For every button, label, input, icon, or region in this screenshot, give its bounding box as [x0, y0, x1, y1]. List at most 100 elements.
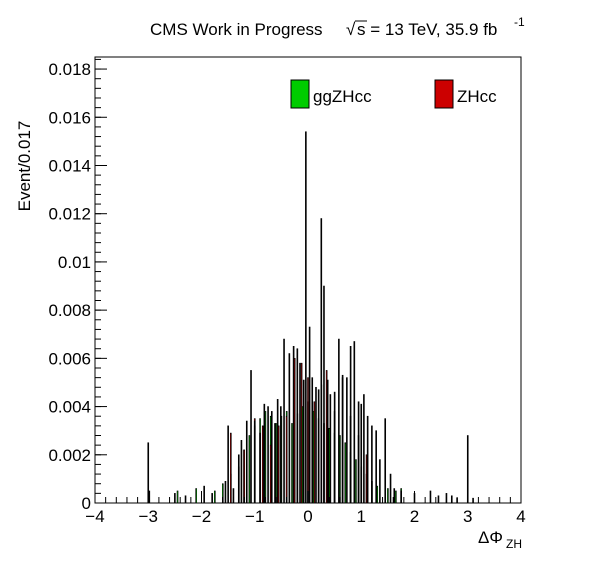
bar-total-10	[240, 440, 243, 504]
ticks-layer: −4 −3 −2 −1 0 1 2 3 4 0 0.002 0.004 0.006 0.008 0.01 0.…	[48, 58, 526, 526]
bar-total-49	[384, 418, 387, 504]
bar-total-11	[245, 420, 248, 504]
legend-label-ggZHcc: ggZHcc	[313, 87, 372, 106]
bar-total-2	[174, 493, 176, 504]
bar-total-6	[224, 480, 227, 504]
bar-ggZHcc-32	[387, 488, 389, 504]
bar-total-9	[237, 454, 240, 504]
x-tick-label: 0	[303, 507, 312, 526]
y-tick-label: 0.012	[48, 205, 91, 224]
y-tick-label: 0	[82, 494, 91, 513]
x-tick-label: 4	[516, 507, 525, 526]
y-axis-title: Event/0.017	[15, 121, 34, 212]
bar-total-17	[270, 411, 273, 504]
bar-ZHcc-10	[313, 401, 316, 504]
bar-total-21	[283, 338, 285, 504]
y-tick-label: 0.006	[48, 349, 91, 368]
legend-swatch-ZHcc	[434, 79, 454, 109]
y-tick-label: 0.008	[48, 301, 91, 320]
x-tick-label: 2	[410, 507, 419, 526]
bar-ggZHcc-25	[344, 442, 347, 504]
bar-ZHcc-8	[300, 362, 303, 504]
bar-total-45	[366, 415, 369, 504]
bar-total-4	[203, 485, 205, 504]
bar-ZHcc-1	[243, 449, 245, 504]
bar-total-37	[338, 338, 340, 504]
x-tick-label: −1	[245, 507, 264, 526]
bar-total-36	[333, 391, 336, 504]
bar-ggZHcc-33	[395, 490, 397, 504]
bar-total-18	[274, 423, 276, 504]
y-tick-label: 0.016	[48, 108, 91, 127]
bar-ggZHcc-1	[195, 488, 197, 504]
bar-total-52	[400, 490, 402, 504]
bar-total-16	[267, 406, 269, 504]
bar-total-40	[349, 345, 352, 504]
bar-ZHcc-0	[229, 432, 232, 504]
y-tick-label: 0.01	[58, 253, 91, 272]
bar-total-20	[280, 406, 282, 504]
bar-total-15	[263, 403, 266, 504]
chart-title: CMS Work in Progress	[150, 20, 323, 39]
bar-ggZHcc-27	[355, 459, 357, 504]
bar-total-55	[437, 495, 440, 504]
bar-ggZHcc-0	[176, 490, 179, 504]
bar-total-42	[357, 401, 360, 504]
legend-swatch-ggZHcc	[290, 79, 310, 109]
bar-total-28	[308, 326, 311, 504]
bar-total-60	[472, 497, 474, 504]
x-axis-title-subscript: ZH	[506, 537, 522, 551]
chart-lumi-exponent: -1	[514, 15, 525, 29]
bar-total-50	[389, 473, 392, 504]
bar-ZHcc-3	[261, 425, 264, 504]
y-tick-label: 0.004	[48, 398, 91, 417]
bar-total-46	[371, 425, 373, 504]
y-tick-label: 0.014	[48, 156, 91, 175]
legend-label-ZHcc: ZHcc	[457, 87, 497, 106]
y-tick-label: 0.002	[48, 446, 91, 465]
bar-total-1	[148, 490, 151, 504]
bar-total-23	[292, 345, 295, 504]
bar-total-3	[184, 495, 187, 504]
bar-total-34	[326, 379, 329, 504]
bar-ggZHcc-7	[248, 435, 251, 504]
bar-total-25	[299, 362, 301, 504]
bars-layer	[147, 131, 474, 504]
x-tick-label: −3	[139, 507, 158, 526]
bar-total-43	[360, 403, 363, 504]
bar-total-31	[317, 389, 320, 504]
bar-total-24	[296, 348, 299, 504]
bar-total-35	[329, 394, 332, 504]
sqrt-symbol: √	[346, 20, 356, 39]
bar-total-48	[379, 459, 381, 504]
bar-ZHcc-9	[307, 377, 309, 504]
bar-total-44	[363, 394, 365, 504]
bar-total-47	[375, 430, 377, 504]
bar-total-30	[315, 386, 317, 504]
bar-total-19	[276, 399, 279, 504]
bar-total-39	[346, 377, 348, 504]
bar-total-29	[311, 377, 314, 504]
bar-ggZHcc-2	[214, 490, 216, 504]
x-tick-label: −2	[192, 507, 211, 526]
bar-total-12	[250, 370, 252, 504]
x-tick-label: −4	[85, 507, 104, 526]
bar-ZHcc-6	[285, 415, 288, 504]
x-tick-label: 1	[357, 507, 366, 526]
bar-total-51	[393, 488, 396, 504]
bar-ggZHcc-15	[291, 423, 293, 504]
bar-total-38	[341, 374, 344, 504]
bar-total-41	[353, 341, 356, 504]
bar-total-27	[305, 131, 307, 504]
bar-total-33	[323, 285, 325, 504]
bar-total-22	[288, 353, 291, 504]
y-tick-label: 0.018	[48, 60, 91, 79]
bar-total-13	[253, 420, 256, 504]
bar-total-26	[302, 379, 305, 504]
bar-total-7	[227, 425, 229, 504]
legend: ggZHcc ZHcc	[290, 79, 497, 109]
x-axis-title: ΔΦ	[478, 528, 503, 547]
bar-total-14	[259, 432, 261, 504]
chart-energy: s = 13 TeV, 35.9 fb	[357, 20, 497, 39]
